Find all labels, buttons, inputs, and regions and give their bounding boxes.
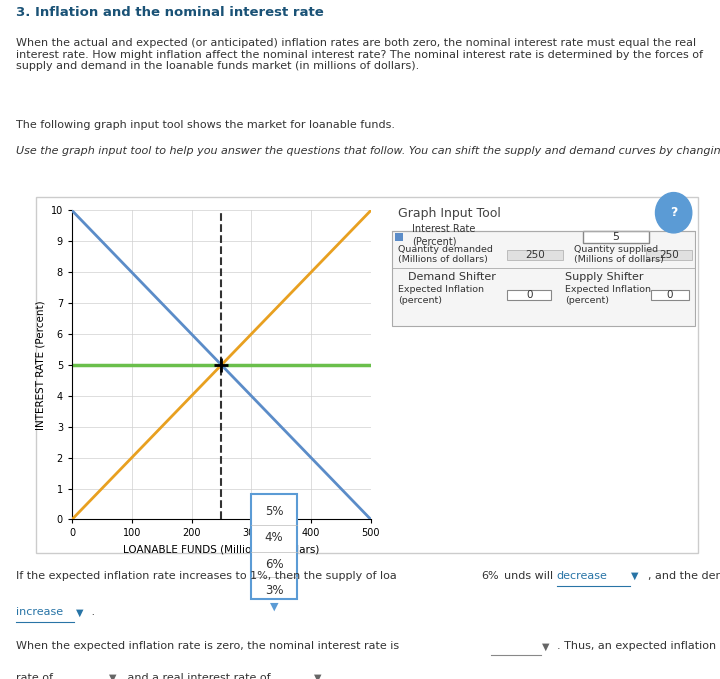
Text: When the expected inflation rate is zero, the nominal interest rate is: When the expected inflation rate is zero… (16, 641, 399, 651)
Text: increase: increase (16, 608, 63, 617)
Text: 3. Inflation and the nominal interest rate: 3. Inflation and the nominal interest ra… (16, 5, 323, 19)
Text: unds will: unds will (504, 571, 557, 581)
Text: ▼: ▼ (314, 673, 321, 679)
Text: .: . (328, 673, 335, 679)
Text: ▼: ▼ (631, 571, 639, 581)
Text: Use the graph input tool to help you answer the questions that follow. You can s: Use the graph input tool to help you ans… (16, 147, 720, 156)
Text: ▼: ▼ (542, 641, 549, 651)
X-axis label: LOANABLE FUNDS (Millions of dollars): LOANABLE FUNDS (Millions of dollars) (123, 544, 320, 554)
Text: Quantity demanded
(Millions of dollars): Quantity demanded (Millions of dollars) (398, 245, 493, 264)
Y-axis label: INTEREST RATE (Percent): INTEREST RATE (Percent) (35, 300, 45, 430)
Text: 6%: 6% (481, 571, 498, 581)
FancyBboxPatch shape (583, 231, 649, 242)
FancyBboxPatch shape (36, 197, 698, 553)
Text: ▼: ▼ (109, 673, 116, 679)
FancyBboxPatch shape (508, 290, 552, 300)
FancyBboxPatch shape (651, 290, 689, 300)
Text: 3%: 3% (265, 584, 283, 597)
Text: Interest Rate
(Percent): Interest Rate (Percent) (412, 225, 475, 246)
Text: . Thus, an expected inflation rate of 1% results in a nominal interest: . Thus, an expected inflation rate of 1%… (557, 641, 720, 651)
Text: 5: 5 (613, 232, 620, 242)
Text: Quantity supplied
(Millions of dollars): Quantity supplied (Millions of dollars) (574, 245, 664, 264)
Text: When the actual and expected (or anticipated) inflation rates are both zero, the: When the actual and expected (or anticip… (16, 38, 703, 71)
Text: decrease: decrease (557, 571, 608, 581)
Text: ▼: ▼ (270, 601, 278, 611)
Text: .: . (88, 608, 95, 617)
FancyBboxPatch shape (647, 250, 692, 260)
Text: Graph Input Tool: Graph Input Tool (398, 207, 501, 220)
Text: Demand Shifter: Demand Shifter (408, 272, 495, 282)
FancyBboxPatch shape (251, 494, 297, 599)
Text: Expected Inflation
(percent): Expected Inflation (percent) (398, 285, 485, 305)
Text: 250: 250 (660, 250, 679, 260)
Text: Supply Shifter: Supply Shifter (564, 272, 643, 282)
Text: and a real interest rate of: and a real interest rate of (124, 673, 271, 679)
Text: rate of: rate of (16, 673, 53, 679)
Text: 6%: 6% (265, 557, 283, 570)
Circle shape (655, 193, 692, 233)
Text: 0: 0 (526, 290, 533, 300)
Text: Expected Inflation
(percent): Expected Inflation (percent) (564, 285, 651, 305)
Text: , and the demand for loanable funds will: , and the demand for loanable funds will (648, 571, 720, 581)
Text: 0: 0 (667, 290, 673, 300)
FancyBboxPatch shape (508, 250, 563, 260)
Text: 250: 250 (526, 250, 545, 260)
Text: 4%: 4% (265, 532, 283, 545)
Text: ▼: ▼ (76, 608, 83, 617)
Text: If the expected inflation rate increases to 1%, then the supply of loa: If the expected inflation rate increases… (16, 571, 397, 581)
Text: The following graph input tool shows the market for loanable funds.: The following graph input tool shows the… (16, 120, 398, 130)
Text: ?: ? (670, 206, 678, 219)
FancyBboxPatch shape (392, 231, 695, 327)
FancyBboxPatch shape (395, 234, 403, 240)
Text: 5%: 5% (265, 505, 283, 518)
